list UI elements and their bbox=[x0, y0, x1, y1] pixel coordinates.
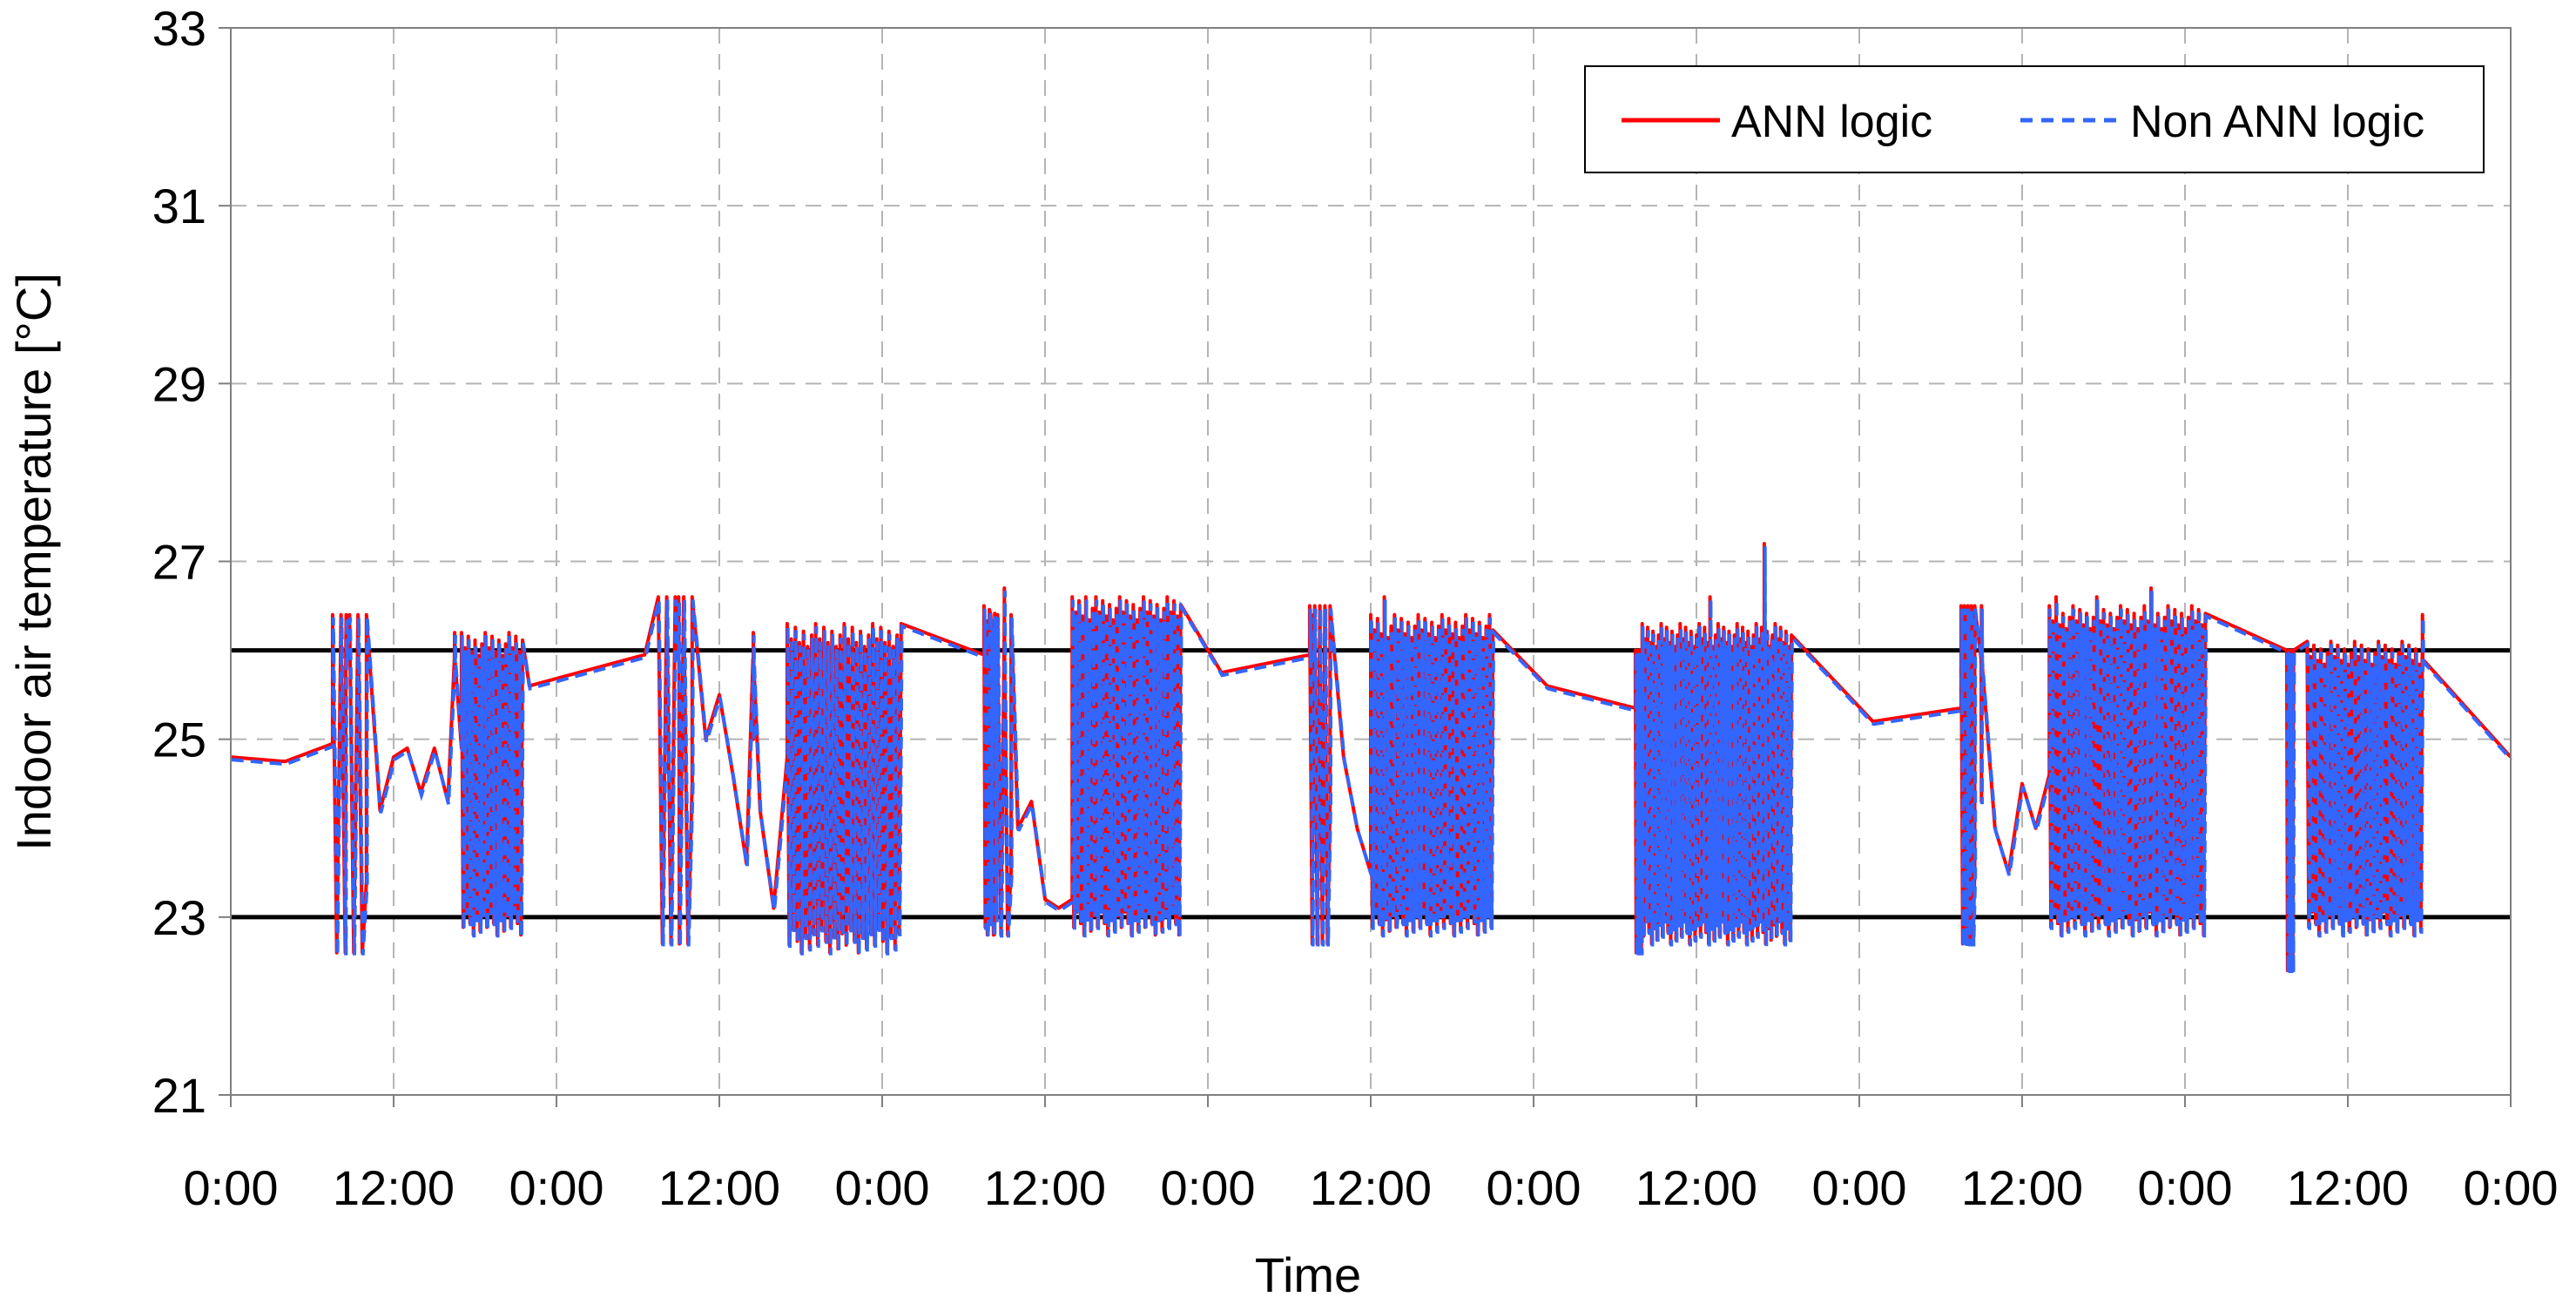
x-axis-ticks: 0:00 12:00 0:00 12:00 0:00 12:00 0:00 12:00 0:00… bbox=[184, 1095, 2559, 1215]
x-tick-label: 12:00 bbox=[2287, 1160, 2409, 1215]
x-tick-label: 12:00 bbox=[658, 1160, 780, 1215]
legend-box bbox=[1584, 65, 2485, 173]
y-tick-label: 23 bbox=[152, 890, 206, 945]
line-non-ann-logic bbox=[231, 546, 2513, 974]
x-tick-label: 12:00 bbox=[333, 1160, 455, 1215]
y-tick-label: 27 bbox=[152, 535, 206, 590]
y-axis-ticks: 21 23 25 27 29 31 33 bbox=[152, 1, 231, 1123]
legend-label-ann-logic: ANN logic bbox=[1731, 97, 1932, 147]
series-non-ann-logic bbox=[231, 546, 2513, 974]
x-axis-title: Time bbox=[1255, 1247, 1361, 1302]
y-tick-label: 31 bbox=[152, 179, 206, 233]
x-tick-label: 12:00 bbox=[1310, 1160, 1432, 1215]
y-tick-label: 21 bbox=[152, 1068, 206, 1123]
y-axis-title: Indoor air temperature [°C] bbox=[6, 273, 61, 851]
legend: ANN logic Non ANN logic bbox=[1584, 65, 2485, 173]
x-tick-label: 0:00 bbox=[835, 1160, 930, 1215]
x-tick-label: 0:00 bbox=[509, 1160, 604, 1215]
x-tick-label: 0:00 bbox=[2138, 1160, 2233, 1215]
x-tick-label: 0:00 bbox=[1487, 1160, 1581, 1215]
x-tick-label: 0:00 bbox=[1161, 1160, 1256, 1215]
x-tick-label: 12:00 bbox=[1961, 1160, 2083, 1215]
x-tick-label: 0:00 bbox=[184, 1160, 279, 1215]
y-tick-label: 33 bbox=[152, 1, 206, 56]
x-tick-label: 12:00 bbox=[1635, 1160, 1757, 1215]
y-tick-label: 29 bbox=[152, 356, 206, 411]
y-tick-label: 25 bbox=[152, 713, 206, 767]
x-tick-label: 0:00 bbox=[1812, 1160, 1907, 1215]
x-tick-label: 12:00 bbox=[984, 1160, 1106, 1215]
legend-label-non-ann-logic: Non ANN logic bbox=[2130, 97, 2424, 147]
x-tick-label: 0:00 bbox=[2464, 1160, 2559, 1215]
